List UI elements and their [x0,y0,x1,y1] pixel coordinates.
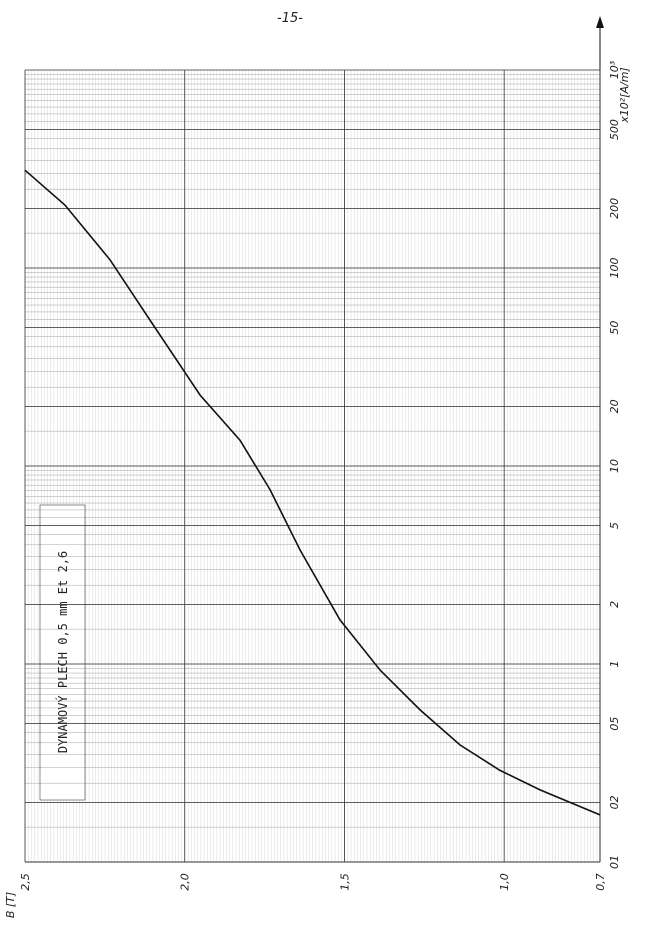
x-tick-label: 2,5 [19,873,32,891]
x-tick-label: 1,0 [498,873,511,891]
page-number: -15- [277,11,303,26]
x-tick-label: 1,5 [338,873,351,891]
y-tick-label: 05 [608,717,621,731]
annotation-box [39,504,86,801]
y-tick-label: 100 [608,258,621,279]
curve [24,169,601,816]
annotation: DYNAMOVÝ PLECH 0,5 mm Et 2,6 [55,551,70,753]
y-axis-label: x10²[A/m] [618,67,631,123]
y-tick-label: 200 [608,198,621,219]
y-tick-label: 10 [608,459,621,473]
y-tick-label: 2 [608,601,621,608]
y-tick-label: 1 [608,661,621,668]
x-axis-label: B [T] [4,892,17,918]
y-tick-label: 20 [608,399,621,413]
y-tick-label: 5 [608,522,621,529]
x-tick-label: 2,0 [179,873,192,891]
x-tick-label: 0,7 [594,873,607,891]
y-tick-label: 500 [608,119,621,140]
y-tick-label: 10³ [608,60,621,79]
y-tick-label: 01 [608,855,621,869]
axis-arrow [596,16,604,28]
y-tick-label: 02 [608,795,621,809]
y-tick-label: 50 [608,321,621,335]
